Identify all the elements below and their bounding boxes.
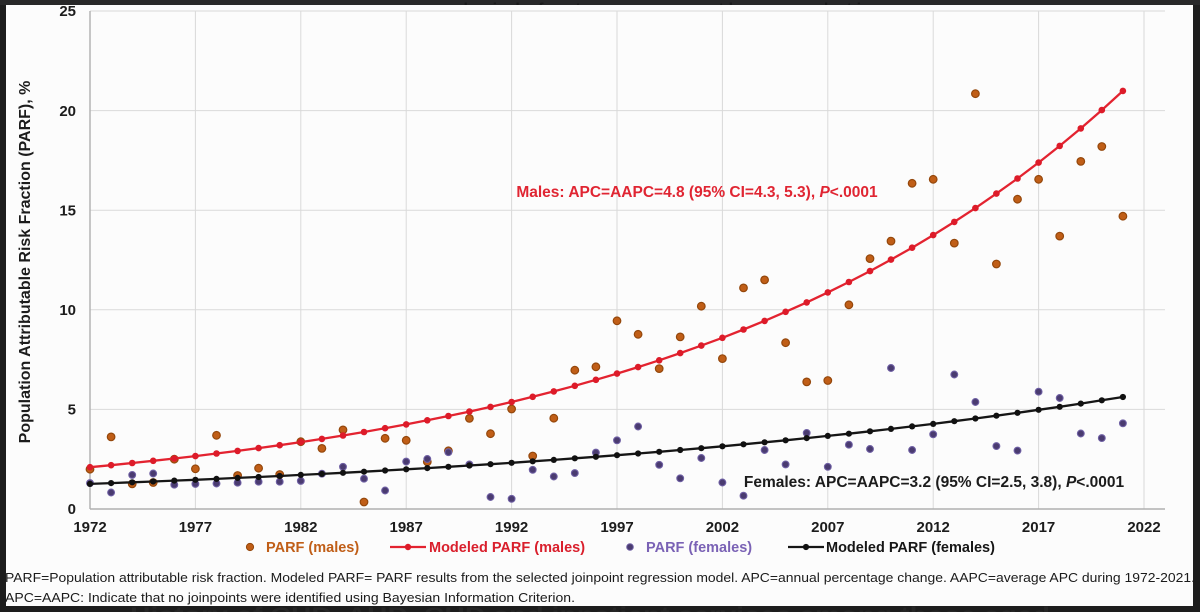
svg-text:Females: APC=AAPC=3.2 (95% CI=: Females: APC=AAPC=3.2 (95% CI=2.5, 3.8),… <box>744 474 1125 491</box>
svg-text:1977: 1977 <box>179 519 212 536</box>
svg-text:1997: 1997 <box>600 519 633 536</box>
svg-text:and risk factors among the pop: and risk factors among the population <box>430 1 890 18</box>
svg-text:5: 5 <box>68 402 76 419</box>
svg-text:Population Attributable Risk F: Population Attributable Risk Fraction (P… <box>17 81 34 444</box>
svg-text:Modeled PARF (females): Modeled PARF (females) <box>826 540 995 556</box>
svg-text:PARF (males): PARF (males) <box>266 540 359 556</box>
svg-text:20: 20 <box>59 103 76 120</box>
svg-text:APC=AAPC: Indicate that no joi: APC=AAPC: Indicate that no joinpoints we… <box>5 590 575 605</box>
svg-text:2017: 2017 <box>1022 519 1055 536</box>
svg-text:Males: APC=AAPC=4.8 (95% CI=4.: Males: APC=AAPC=4.8 (95% CI=4.3, 5.3), P… <box>516 184 878 201</box>
svg-text:History of CHD, AHD, CHD and i: History of CHD, AHD, CHD and inpatient s… <box>130 604 1050 612</box>
svg-text:Modeled PARF (males): Modeled PARF (males) <box>429 540 585 556</box>
svg-text:2007: 2007 <box>811 519 844 536</box>
svg-text:1982: 1982 <box>284 519 317 536</box>
svg-text:25: 25 <box>59 3 76 20</box>
svg-text:PARF (females): PARF (females) <box>646 540 752 556</box>
svg-text:0: 0 <box>68 501 76 518</box>
svg-text:10: 10 <box>59 302 76 319</box>
svg-text:2012: 2012 <box>917 519 950 536</box>
svg-text:PARF=Population attributable r: PARF=Population attributable risk fracti… <box>5 570 1195 585</box>
svg-text:1972: 1972 <box>73 519 106 536</box>
svg-text:1987: 1987 <box>390 519 423 536</box>
svg-text:2022: 2022 <box>1127 519 1160 536</box>
svg-text:1992: 1992 <box>495 519 528 536</box>
svg-text:2002: 2002 <box>706 519 739 536</box>
svg-text:15: 15 <box>59 202 76 219</box>
